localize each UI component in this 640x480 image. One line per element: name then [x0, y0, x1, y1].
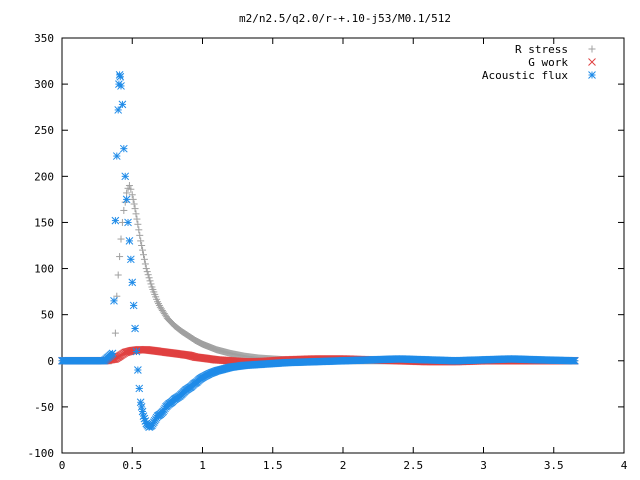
data-point: [126, 255, 135, 264]
y-axis: -100 -50 0 50 100 150 200 250 300 350: [28, 32, 624, 460]
data-point: [131, 324, 139, 333]
y-tick-label: 200: [34, 170, 54, 183]
data-point: [114, 106, 123, 114]
x-tick-label: 0.5: [122, 459, 142, 472]
x-tick-label: 1: [199, 459, 206, 472]
plot-frame: [61, 37, 625, 454]
chart-title: m2/n2.5/q2.0/r-+.10-j53/M0.1/512: [239, 12, 451, 25]
x-axis: 0 0.5 1 1.5 2 2.5 3 3.5 4: [59, 38, 628, 472]
legend-marker: [588, 71, 596, 79]
y-tick-label: -50: [34, 401, 54, 414]
data-point: [111, 216, 120, 225]
y-tick-label: 350: [34, 32, 54, 45]
data-point: [117, 82, 125, 90]
data-point: [135, 384, 144, 393]
data-point: [123, 189, 131, 197]
data-point: [139, 246, 147, 254]
data-point: [129, 195, 137, 203]
data-point: [131, 205, 139, 213]
legend-marker: [588, 45, 596, 53]
data-point: [136, 398, 145, 407]
y-tick-label: 300: [34, 78, 54, 91]
data-point: [133, 215, 141, 223]
x-tick-label: 3.5: [544, 459, 564, 472]
data-point: [137, 403, 146, 411]
legend-marker: [588, 58, 596, 66]
data-point: [570, 356, 579, 365]
y-tick-label: 0: [47, 355, 54, 368]
data-point: [128, 191, 136, 199]
data-point: [111, 329, 119, 337]
data-point: [136, 231, 144, 239]
data-point: [117, 235, 125, 243]
data-point: [116, 253, 124, 261]
series-acoustic-flux: [58, 71, 579, 432]
x-tick-label: 2.5: [403, 459, 423, 472]
data-point: [108, 349, 117, 358]
data-point: [140, 255, 148, 263]
y-tick-label: -100: [28, 447, 55, 460]
series-r-stress: [58, 182, 579, 365]
data-point: [139, 251, 147, 259]
data-point: [114, 271, 122, 279]
data-point: [127, 185, 135, 193]
data-point: [146, 277, 154, 285]
data-point: [138, 242, 146, 249]
data-point: [141, 260, 149, 268]
data-point: [132, 347, 141, 356]
data-point: [121, 172, 130, 181]
data-point: [124, 218, 132, 227]
x-tick-label: 3: [480, 459, 487, 472]
data-point: [138, 407, 147, 416]
data-point: [128, 278, 137, 287]
data-point: [125, 237, 134, 245]
data-point: [116, 72, 125, 81]
data-point: [125, 182, 133, 190]
data-point: [112, 152, 121, 160]
data-point: [118, 100, 127, 109]
x-tick-label: 0: [59, 459, 66, 472]
data-point: [143, 268, 151, 276]
legend-label: R stress: [515, 43, 568, 56]
data-point: [129, 301, 138, 310]
data-point: [120, 206, 128, 214]
data-point: [137, 237, 145, 245]
data-point: [134, 366, 142, 374]
data-point: [147, 280, 155, 288]
data-point: [145, 274, 153, 282]
x-tick-label: 1.5: [263, 459, 283, 472]
data-point: [144, 271, 152, 279]
data-point: [110, 296, 118, 305]
y-tick-label: 100: [34, 263, 54, 276]
data-point: [135, 226, 143, 234]
data-point: [119, 144, 128, 153]
data-point: [134, 220, 142, 228]
y-tick-label: 250: [34, 124, 54, 137]
data-point: [122, 195, 131, 204]
y-tick-label: 50: [41, 309, 54, 322]
legend-label: Acoustic flux: [482, 69, 568, 82]
legend-label: G work: [528, 56, 568, 69]
y-tick-label: 150: [34, 216, 54, 229]
x-tick-label: 4: [621, 459, 628, 472]
data-point: [130, 200, 138, 208]
series-layer: [58, 71, 579, 432]
x-tick-label: 2: [340, 459, 347, 472]
data-point: [142, 265, 150, 273]
data-point: [132, 210, 140, 218]
